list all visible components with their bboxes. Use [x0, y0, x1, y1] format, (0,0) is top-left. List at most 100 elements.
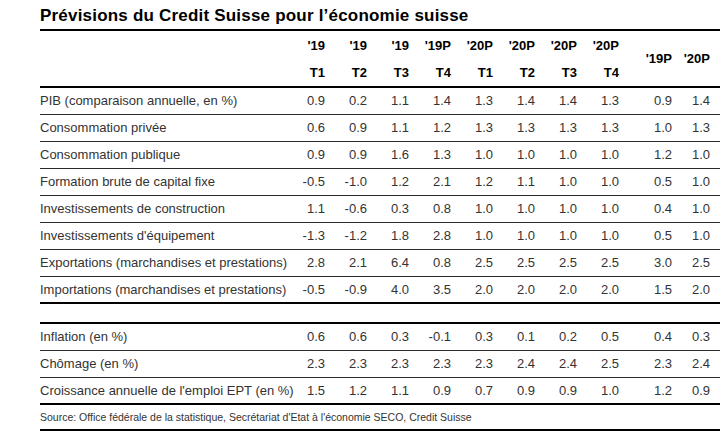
quarter-value-cell: 2.8: [419, 222, 461, 249]
quarter-value-cell: 1.0: [545, 195, 587, 222]
quarter-value-cell: 0.7: [461, 377, 503, 404]
quarter-value-cell: 1.0: [461, 195, 503, 222]
column-spacer: [629, 222, 644, 249]
quarter-value-cell: 2.5: [503, 249, 545, 276]
column-spacer: [629, 87, 644, 114]
table-row: Inflation (en %)0.60.60.3-0.10.30.10.20.…: [40, 323, 720, 350]
annual-value-cell: 1.0: [682, 222, 720, 249]
quarter-value-cell: 0.2: [335, 87, 377, 114]
column-spacer: [629, 141, 644, 168]
quarter-value-cell: 2.0: [503, 276, 545, 303]
quarter-value-cell: 1.0: [545, 141, 587, 168]
quarter-value-cell: 1.0: [587, 222, 629, 249]
year-header: '19: [335, 31, 377, 59]
page: Prévisions du Credit Suisse pour l’écono…: [0, 0, 727, 444]
quarter-header: T2: [503, 59, 545, 87]
quarter-value-cell: 1.0: [503, 195, 545, 222]
quarter-value-cell: 1.4: [503, 87, 545, 114]
quarter-value-cell: 1.0: [587, 168, 629, 195]
column-spacer: [629, 377, 644, 404]
table-row: PIB (comparaison annuelle, en %)0.90.21.…: [40, 87, 720, 114]
quarter-value-cell: 1.2: [419, 114, 461, 141]
year-header: '20P: [587, 31, 629, 59]
quarter-value-cell: 0.9: [293, 141, 335, 168]
quarter-value-cell: 0.9: [335, 141, 377, 168]
header-spacer-cell: [629, 31, 644, 87]
quarter-value-cell: 0.5: [587, 323, 629, 350]
quarter-value-cell: 0.8: [419, 195, 461, 222]
row-label: Croissance annuelle de l'emploi EPT (en …: [40, 377, 293, 404]
quarter-value-cell: 0.2: [545, 323, 587, 350]
table-body: PIB (comparaison annuelle, en %)0.90.21.…: [40, 87, 720, 404]
quarter-value-cell: -1.0: [335, 168, 377, 195]
quarter-value-cell: 1.0: [587, 141, 629, 168]
annual-value-cell: 1.0: [682, 168, 720, 195]
quarter-value-cell: 0.9: [503, 377, 545, 404]
table-row: Consommation privée0.60.91.11.21.31.31.3…: [40, 114, 720, 141]
quarter-value-cell: 2.3: [377, 350, 419, 377]
quarter-value-cell: 2.1: [419, 168, 461, 195]
row-label: Consommation privée: [40, 114, 293, 141]
column-spacer: [629, 323, 644, 350]
table-row: Consommation publique0.90.91.61.31.01.01…: [40, 141, 720, 168]
annual-value-cell: 1.5: [644, 276, 682, 303]
quarter-header: T2: [335, 59, 377, 87]
quarter-header: T3: [377, 59, 419, 87]
quarter-value-cell: 0.8: [419, 249, 461, 276]
quarter-value-cell: 1.3: [587, 114, 629, 141]
quarter-value-cell: 2.5: [461, 249, 503, 276]
column-spacer: [629, 195, 644, 222]
quarter-value-cell: -0.6: [335, 195, 377, 222]
column-spacer: [629, 249, 644, 276]
annual-value-cell: 0.9: [644, 87, 682, 114]
year-header: '20P: [545, 31, 587, 59]
quarter-value-cell: 2.5: [545, 249, 587, 276]
quarter-value-cell: 1.1: [377, 114, 419, 141]
header-label-cell: [40, 31, 293, 87]
annual-value-cell: 0.4: [644, 323, 682, 350]
quarter-value-cell: 1.1: [503, 168, 545, 195]
quarter-value-cell: 0.6: [293, 114, 335, 141]
quarter-value-cell: 1.1: [293, 195, 335, 222]
quarter-value-cell: 1.0: [503, 222, 545, 249]
quarter-value-cell: -0.9: [335, 276, 377, 303]
quarter-value-cell: 2.3: [419, 350, 461, 377]
year-header: '19: [377, 31, 419, 59]
quarter-value-cell: 1.2: [461, 168, 503, 195]
column-spacer: [629, 350, 644, 377]
annual-value-cell: 1.2: [644, 141, 682, 168]
quarter-header: T1: [461, 59, 503, 87]
quarter-value-cell: 1.3: [461, 114, 503, 141]
quarter-value-cell: 4.0: [377, 276, 419, 303]
row-label: Investissements de construction: [40, 195, 293, 222]
annual-value-cell: 2.4: [682, 350, 720, 377]
quarter-value-cell: 0.9: [545, 377, 587, 404]
table-row: Investissements de construction1.1-0.60.…: [40, 195, 720, 222]
quarter-value-cell: 1.2: [335, 377, 377, 404]
annual-year-header: '19P: [644, 31, 682, 87]
annual-value-cell: 2.3: [644, 350, 682, 377]
annual-value-cell: 1.0: [682, 195, 720, 222]
table-header: '19 '19 '19 '19P '20P '20P '20P '20P '19…: [40, 31, 720, 87]
quarter-header: T4: [587, 59, 629, 87]
annual-value-cell: 1.0: [682, 141, 720, 168]
column-spacer: [629, 114, 644, 141]
quarter-value-cell: -1.2: [335, 222, 377, 249]
quarter-value-cell: 1.3: [545, 114, 587, 141]
quarter-value-cell: 0.9: [419, 377, 461, 404]
row-label: Investissements d'équipement: [40, 222, 293, 249]
quarter-value-cell: 0.6: [335, 323, 377, 350]
quarter-value-cell: 6.4: [377, 249, 419, 276]
annual-value-cell: 0.9: [682, 377, 720, 404]
quarter-value-cell: 1.0: [461, 141, 503, 168]
quarter-value-cell: 1.8: [377, 222, 419, 249]
quarter-value-cell: 2.5: [587, 249, 629, 276]
forecast-table: '19 '19 '19 '19P '20P '20P '20P '20P '19…: [40, 31, 720, 405]
quarter-value-cell: -0.1: [419, 323, 461, 350]
quarter-value-cell: 1.0: [587, 377, 629, 404]
quarter-value-cell: 1.3: [503, 114, 545, 141]
quarter-value-cell: 0.3: [377, 195, 419, 222]
table-row: Importations (marchandises et prestation…: [40, 276, 720, 303]
quarter-value-cell: 2.3: [335, 350, 377, 377]
quarter-value-cell: 2.8: [293, 249, 335, 276]
